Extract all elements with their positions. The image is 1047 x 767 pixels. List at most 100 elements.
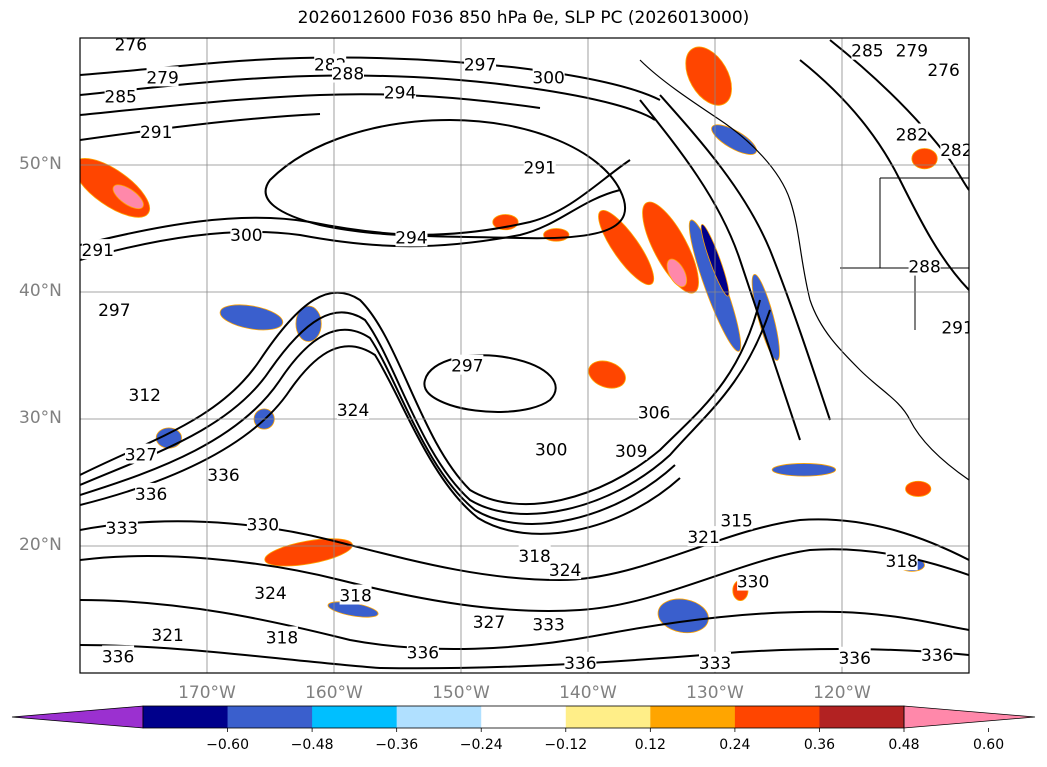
contour-label-bg	[941, 316, 969, 337]
contour-label-bg	[114, 38, 147, 54]
contour-label: 300	[532, 68, 564, 88]
longitude-label: 130°W	[686, 683, 744, 703]
contour-label-bg	[564, 651, 597, 672]
colorbar-tick-label: −0.48	[290, 737, 334, 753]
contour-label-bg	[535, 438, 568, 459]
longitude-label: 150°W	[432, 683, 490, 703]
contour-label-bg	[128, 383, 161, 404]
latitude-label: 50°N	[19, 154, 62, 174]
contour-label-bg	[104, 85, 137, 106]
shaded-region	[911, 148, 938, 170]
contour-label-bg	[615, 439, 648, 460]
colorbar-tick-label: 0.12	[634, 737, 666, 753]
contour-label-bg	[124, 443, 157, 464]
contour-label: 324	[549, 561, 581, 581]
contour-label: 300	[535, 440, 567, 460]
shaded-region	[666, 258, 688, 288]
colorbar-extend-high	[903, 705, 1036, 729]
contour-label-bg	[720, 509, 753, 530]
contour-label-bg	[699, 651, 731, 672]
colorbar-tick-label: 0.36	[803, 737, 836, 753]
shaded-region	[588, 360, 626, 389]
contour-line	[639, 99, 801, 441]
contour-label: 276	[115, 35, 147, 55]
contour-label: 291	[524, 159, 556, 179]
contour-label: 282	[896, 126, 928, 146]
contour-label-bg	[895, 123, 928, 144]
theta-e-shading	[80, 46, 938, 634]
shaded-region	[711, 124, 757, 155]
contour-label-bg	[207, 463, 240, 484]
contour-label-bg	[337, 399, 370, 420]
colorbar-extend-low	[11, 705, 144, 729]
contour-line	[829, 39, 969, 191]
contour-label: 336	[135, 485, 167, 505]
contour-label: 282	[940, 141, 972, 161]
contour-label-bg	[927, 58, 960, 79]
contour-line	[799, 59, 969, 291]
contour-label: 318	[339, 587, 371, 607]
shaded-region	[771, 463, 837, 477]
map-frame	[79, 37, 970, 674]
contour-label: 279	[896, 42, 928, 62]
contour-label: 318	[885, 552, 917, 572]
contour-label: 279	[146, 68, 178, 88]
colorbar-tick-label: −0.36	[375, 737, 419, 753]
contour-label-bg	[246, 513, 279, 534]
contour-label: 291	[140, 123, 172, 143]
colorbar-segment	[734, 706, 820, 728]
longitude-label: 140°W	[559, 683, 617, 703]
map-background	[80, 38, 969, 673]
contour-label-bg	[549, 559, 582, 580]
contour-label: 294	[384, 84, 416, 104]
colorbar-tick-label: 0.60	[972, 737, 1005, 753]
contour-label: 291	[82, 241, 114, 261]
contour-label: 324	[254, 584, 286, 604]
contour-label-bg	[532, 613, 565, 634]
shaded-region	[685, 46, 732, 106]
contour-label-bg	[908, 255, 941, 276]
contour-label: 336	[407, 644, 439, 664]
contour-label: 309	[615, 442, 647, 462]
shaded-region	[905, 480, 932, 497]
contour-label: 330	[247, 515, 279, 535]
colorbar-segment	[650, 706, 736, 728]
contour-label: 297	[98, 301, 130, 321]
contour-label-bg	[532, 66, 565, 87]
contour-label-bg	[98, 298, 131, 319]
colorbar-tick-label: −0.24	[459, 737, 503, 753]
contour-label-bg	[838, 646, 871, 667]
shaded-region	[219, 304, 284, 331]
shaded-region	[751, 274, 780, 361]
contour-label-bg	[151, 623, 184, 644]
contour-label-bg	[81, 239, 114, 260]
contour-labels: 276 279 285 291 282 288 294 297 300 291 294 300 291 2…	[81, 35, 972, 673]
contour-label: 294	[395, 228, 427, 248]
contour-label: 315	[720, 512, 752, 532]
colorbar-tick-label: −0.12	[544, 737, 588, 753]
contour-label: 288	[908, 258, 940, 278]
colorbar-tick-label: −0.60	[206, 737, 249, 753]
contour-label: 336	[838, 649, 870, 669]
contour-line	[80, 93, 541, 116]
contour-line	[80, 328, 676, 525]
contour-label: 321	[687, 528, 719, 548]
contour-label: 285	[851, 42, 883, 62]
contour-line	[80, 345, 681, 535]
colorbar-tick-label: 0.24	[719, 737, 751, 753]
contour-label-bg	[395, 226, 428, 247]
coastline	[639, 59, 969, 481]
contour-line	[659, 94, 831, 421]
contour-label-bg	[146, 66, 179, 87]
colorbar-tick-label: 0.48	[888, 737, 920, 753]
contour-label-bg	[384, 81, 417, 102]
contour-label-bg	[451, 354, 484, 375]
contour-label-bg	[254, 581, 287, 602]
contour-label: 306	[638, 404, 670, 424]
latitude-label: 20°N	[19, 535, 62, 555]
contour-label: 330	[737, 573, 769, 593]
contour-label-bg	[102, 645, 135, 666]
contour-label: 297	[451, 357, 483, 377]
contour-label: 333	[532, 616, 564, 636]
